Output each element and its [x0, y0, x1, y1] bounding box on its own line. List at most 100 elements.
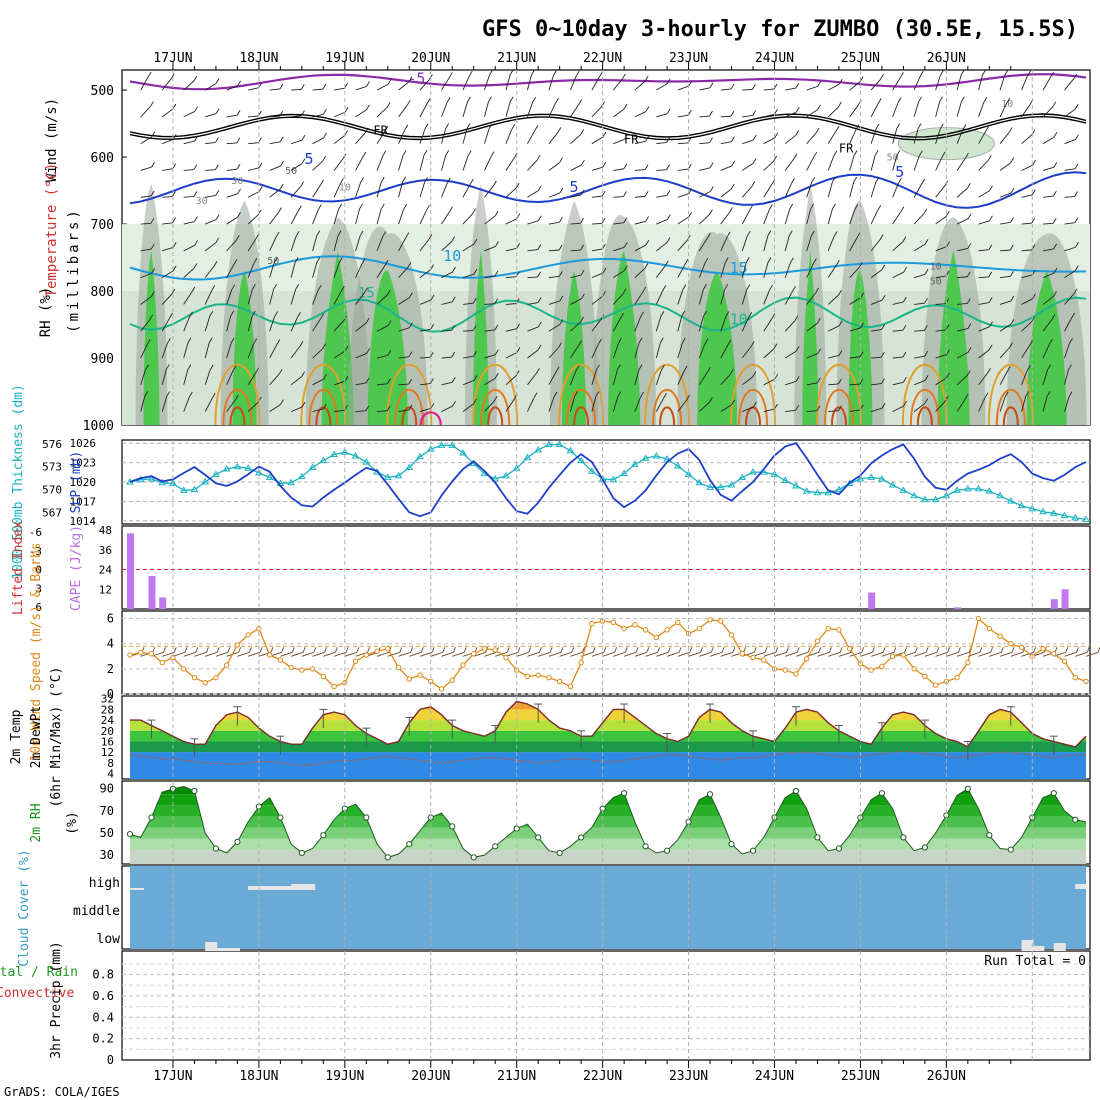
wind-barb — [720, 236, 728, 252]
surface-wind-barb-flag — [528, 647, 532, 653]
wind-barb — [656, 242, 668, 252]
wind-barb-flag — [408, 378, 413, 385]
wind-speed-marker — [696, 625, 703, 632]
cloud-level-label: middle — [73, 904, 120, 919]
wind-barb-flag — [939, 96, 943, 102]
wind-barb — [398, 237, 407, 252]
wind-barb — [161, 343, 168, 359]
thickness-marker — [899, 486, 908, 493]
wind-barb — [505, 398, 515, 412]
wind-barb-flag — [831, 176, 836, 183]
wind-barb-flag — [445, 150, 450, 156]
wind-barb — [806, 208, 812, 225]
wind-barb — [290, 289, 297, 305]
wind-barb — [484, 400, 495, 412]
wind-barb-flag — [684, 259, 689, 265]
surface-wind-barb-flag — [689, 647, 693, 653]
thickness-tick: 573 — [42, 461, 62, 474]
thickness-marker — [534, 445, 543, 453]
wind-speed-marker — [782, 667, 788, 673]
surface-wind-barb — [441, 651, 454, 657]
wind-barb — [527, 220, 539, 225]
wind-barb — [226, 264, 235, 278]
rh-marker — [642, 843, 649, 850]
wind-barb — [162, 247, 174, 252]
wind-barb — [398, 181, 403, 198]
surface-wind-barb — [237, 651, 250, 657]
wind-barb — [462, 243, 475, 252]
thickness-marker — [577, 456, 586, 464]
ylabel-temp-minmax: (6hr Min/Max) (°C) — [49, 667, 64, 808]
wind-barb — [978, 159, 989, 171]
rh-marker — [578, 834, 585, 841]
wind-barb — [720, 165, 732, 171]
wind-barb-flag — [294, 257, 299, 263]
wind-barb — [634, 267, 646, 278]
wind-barb — [376, 107, 388, 118]
wind-barb — [741, 262, 747, 278]
wind-barb — [763, 408, 775, 413]
wind-barb-flag — [682, 284, 687, 290]
wind-barb — [1021, 75, 1028, 91]
wind-speed-marker — [223, 662, 230, 668]
isotherm-warm-loop — [659, 406, 676, 426]
surface-wind-barb — [763, 651, 776, 657]
wind-barb — [355, 263, 363, 278]
wind-barb-flag — [1053, 243, 1057, 250]
wind-barb — [1042, 396, 1048, 412]
wind-barb — [226, 399, 236, 412]
wind-barb — [720, 188, 732, 198]
surface-wind-barb — [1010, 651, 1023, 657]
rh-band — [130, 849, 1086, 864]
surface-wind-barb — [946, 651, 959, 657]
wind-barb — [849, 383, 860, 386]
surface-wind-barb — [1075, 651, 1088, 657]
wind-barb — [376, 155, 384, 171]
wind-barb — [742, 139, 754, 145]
wind-barb-flag — [746, 230, 751, 237]
ylabel-2m-temp: 2m Temp — [9, 709, 24, 764]
thickness-tick: 570 — [42, 484, 62, 497]
wind-barb-flag — [559, 187, 564, 194]
frame-precip — [121, 950, 1091, 1061]
wind-barb — [935, 329, 947, 332]
wind-barb-flag — [360, 177, 364, 183]
wind-barb-flag — [275, 231, 280, 238]
wind-barb-flag — [1068, 391, 1073, 397]
surface-wind-barb — [881, 651, 895, 657]
wind-barb — [269, 404, 281, 412]
wind-barb-flag — [472, 297, 477, 304]
wind-barb — [355, 132, 366, 144]
wind-barb-flag — [251, 284, 256, 290]
wind-barb-flag — [788, 230, 793, 236]
date-label-top: 20JUN — [411, 51, 450, 66]
wind-barb-flag — [151, 161, 156, 168]
wind-barb-flag — [531, 69, 535, 76]
wind-barb — [312, 289, 319, 305]
wind-barb — [956, 351, 969, 359]
isotherm-warm-loop — [558, 363, 605, 426]
wind-barb — [269, 289, 275, 305]
wind-barb-flag — [365, 405, 370, 412]
wind-barb — [613, 196, 624, 198]
wind-barb — [355, 410, 366, 413]
surface-wind-barb-flag — [474, 647, 478, 653]
wind-barb — [999, 162, 1011, 171]
wind-barb — [914, 355, 925, 359]
wind-barb — [870, 269, 883, 279]
surface-wind-barb — [634, 651, 647, 657]
wind-barb-flag — [495, 241, 499, 247]
rh-marker — [406, 840, 413, 848]
temp-tick: 24 — [101, 714, 115, 727]
rh-marker — [621, 790, 628, 797]
wind-barb-flag — [301, 401, 306, 408]
cape-bar — [148, 576, 156, 609]
wind-barb — [784, 158, 795, 171]
wind-barb — [978, 276, 989, 279]
wind-barb-flag — [215, 108, 220, 114]
wind-barb-flag — [987, 368, 991, 374]
wind-barb — [291, 115, 302, 118]
wind-barb — [205, 141, 216, 145]
wind-barb — [333, 158, 344, 171]
wind-barb-flag — [151, 268, 156, 274]
